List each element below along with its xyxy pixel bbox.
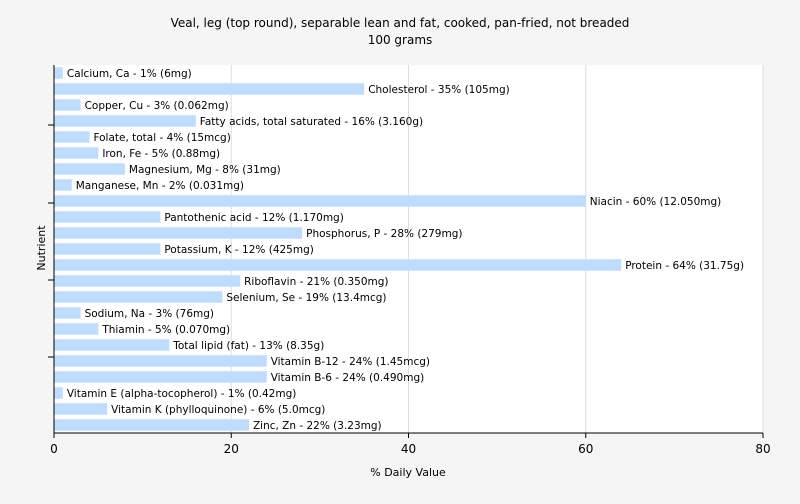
bar (54, 211, 161, 223)
bar (54, 275, 241, 287)
bar-label: Copper, Cu - 3% (0.062mg) (85, 100, 229, 112)
bar-label: Vitamin K (phylloquinone) - 6% (5.0mcg) (111, 404, 325, 416)
bar (54, 339, 170, 351)
x-tick-label: 0 (50, 442, 58, 456)
bar-label: Vitamin E (alpha-tocopherol) - 1% (0.42m… (67, 388, 296, 400)
x-axis-label: % Daily Value (370, 466, 446, 479)
bar (54, 67, 63, 79)
bar (54, 99, 81, 111)
x-tick-label: 80 (755, 442, 770, 456)
bar (54, 195, 586, 207)
bar-label: Zinc, Zn - 22% (3.23mg) (253, 420, 382, 432)
bar-label: Phosphorus, P - 28% (279mg) (306, 228, 462, 240)
bar-label: Sodium, Na - 3% (76mg) (85, 308, 214, 320)
chart-subtitle: 100 grams (368, 33, 433, 47)
bar (54, 147, 99, 159)
bar (54, 291, 223, 303)
bar (54, 115, 196, 127)
bar-label: Riboflavin - 21% (0.350mg) (244, 276, 388, 288)
bar-label: Calcium, Ca - 1% (6mg) (67, 68, 192, 80)
bar (54, 371, 267, 383)
bar (54, 243, 161, 255)
bar (54, 387, 63, 399)
plot-area: Calcium, Ca - 1% (6mg) Cholesterol - 35% … (48, 65, 771, 456)
bar (54, 227, 303, 239)
x-tick-label: 20 (224, 442, 239, 456)
bar-label: Selenium, Se - 19% (13.4mcg) (226, 292, 386, 304)
bar (54, 307, 81, 319)
bar-label: Fatty acids, total saturated - 16% (3.16… (200, 116, 423, 128)
bar (54, 323, 99, 335)
bar (54, 83, 365, 95)
bar-label: Vitamin B-12 - 24% (1.45mcg) (271, 356, 430, 368)
y-axis-label: Nutrient (35, 225, 48, 271)
bar-label: Thiamin - 5% (0.070mg) (101, 324, 230, 336)
x-tick-label: 40 (401, 442, 416, 456)
bar-label: Manganese, Mn - 2% (0.031mg) (76, 180, 244, 192)
bar-label: Potassium, K - 12% (425mg) (164, 244, 314, 256)
bar-label: Magnesium, Mg - 8% (31mg) (129, 164, 281, 176)
bar-label: Niacin - 60% (12.050mg) (590, 196, 722, 208)
bar-label: Protein - 64% (31.75g) (625, 260, 744, 272)
bar-label: Pantothenic acid - 12% (1.170mg) (164, 212, 343, 224)
bar (54, 131, 90, 143)
chart-title: Veal, leg (top round), separable lean an… (171, 16, 630, 30)
x-tick-label: 60 (578, 442, 593, 456)
bar (54, 259, 622, 271)
bar-label: Folate, total - 4% (15mcg) (93, 132, 230, 144)
bar (54, 419, 249, 431)
bar (54, 403, 108, 415)
bar (54, 179, 72, 191)
bar (54, 355, 267, 367)
bar-label: Vitamin B-6 - 24% (0.490mg) (271, 372, 425, 384)
bar (54, 163, 125, 175)
bar-label: Total lipid (fat) - 13% (8.35g) (172, 340, 324, 352)
bar-label: Cholesterol - 35% (105mg) (368, 84, 510, 96)
bar-label: Iron, Fe - 5% (0.88mg) (102, 148, 220, 160)
